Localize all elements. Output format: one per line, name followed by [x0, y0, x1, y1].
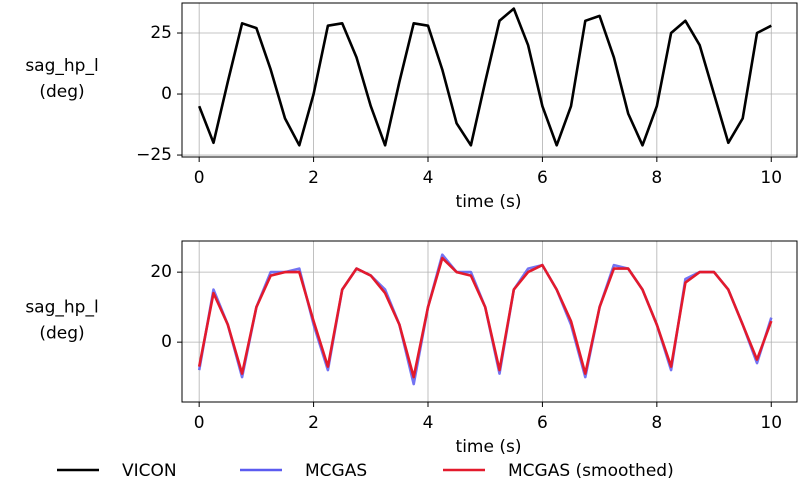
x-tick-label: 2: [308, 413, 319, 433]
x-tick-label: 10: [760, 413, 782, 433]
y-axis-label: (deg): [39, 82, 84, 102]
plot-frame: [181, 2, 798, 158]
legend-label: MCGAS: [305, 461, 367, 481]
x-tick-label: 6: [537, 413, 548, 433]
legend-label: MCGAS (smoothed): [508, 461, 674, 481]
y-tick-label: −25: [136, 145, 172, 165]
x-axis-label: time (s): [456, 192, 522, 212]
y-axis-label: (deg): [39, 324, 84, 344]
plot-frame: [181, 240, 798, 403]
x-tick-label: 6: [537, 168, 548, 188]
data-line: [197, 253, 773, 386]
x-tick-label: 0: [194, 413, 205, 433]
x-tick-label: 4: [423, 168, 434, 188]
x-tick-label: 0: [194, 168, 205, 188]
x-tick-label: 8: [651, 413, 662, 433]
y-tick-label: 25: [150, 23, 172, 43]
data-line: [197, 256, 773, 379]
x-tick-label: 8: [651, 168, 662, 188]
y-tick-label: 20: [150, 262, 172, 282]
x-axis-label: time (s): [456, 437, 522, 457]
y-axis-label: sag_hp_l: [25, 298, 98, 318]
y-axis-label: sag_hp_l: [25, 56, 98, 76]
y-tick-label: 0: [161, 332, 172, 352]
x-tick-label: 4: [423, 413, 434, 433]
x-tick-label: 2: [308, 168, 319, 188]
data-line: [197, 7, 772, 147]
x-tick-label: 10: [760, 168, 782, 188]
y-tick-label: 0: [161, 84, 172, 104]
legend-label: VICON: [122, 461, 177, 481]
